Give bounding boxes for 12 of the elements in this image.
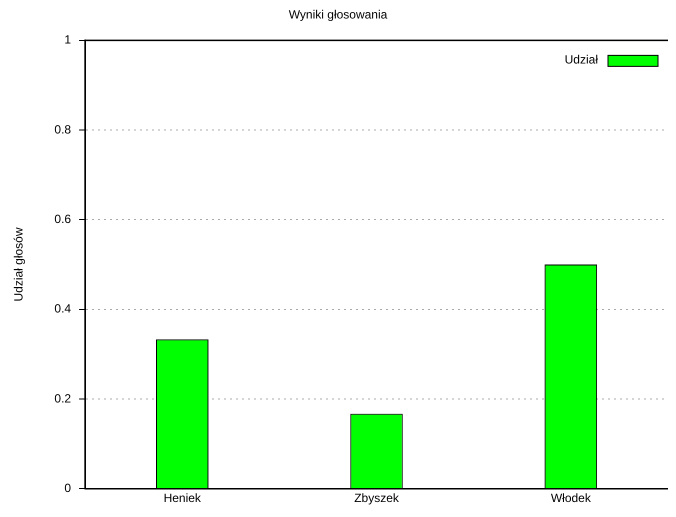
y-tick-label: 1 (64, 32, 72, 47)
x-tick-label: Zbyszek (354, 491, 400, 506)
y-tick-label: 0.8 (54, 122, 72, 136)
x-tick-label: Włodek (550, 491, 592, 506)
y-tick-label: 0.2 (54, 391, 72, 406)
y-axis-title: Udział głosów (12, 227, 26, 302)
y-tick-label: 0 (64, 480, 72, 495)
y-tick-label: 0.4 (54, 302, 72, 316)
y-tick-label: 0.6 (54, 212, 72, 226)
x-tick-label: Heniek (164, 491, 202, 506)
legend-label: Udział (564, 52, 598, 67)
chart-title: Wyniki głosowania (288, 8, 388, 22)
